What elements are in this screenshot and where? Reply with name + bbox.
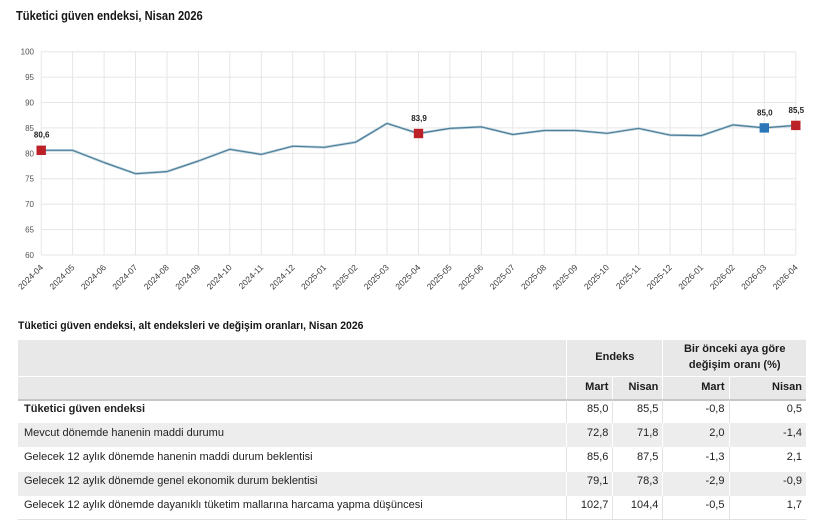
svg-text:75: 75 xyxy=(25,175,34,184)
svg-text:2024-05: 2024-05 xyxy=(47,262,76,291)
svg-text:2024-11: 2024-11 xyxy=(237,262,266,291)
svg-text:2024-12: 2024-12 xyxy=(267,262,296,291)
svg-text:85,0: 85,0 xyxy=(757,108,773,117)
svg-text:2025-03: 2025-03 xyxy=(362,262,391,291)
svg-text:2025-04: 2025-04 xyxy=(393,262,422,291)
svg-text:2024-07: 2024-07 xyxy=(110,262,139,291)
svg-text:60: 60 xyxy=(25,251,34,260)
svg-text:2026-01: 2026-01 xyxy=(676,262,705,291)
svg-text:2024-10: 2024-10 xyxy=(205,262,234,291)
svg-text:80,6: 80,6 xyxy=(34,131,50,140)
svg-text:2025-08: 2025-08 xyxy=(519,262,548,291)
svg-text:2025-11: 2025-11 xyxy=(614,262,643,291)
svg-text:100: 100 xyxy=(21,48,35,57)
svg-text:2025-02: 2025-02 xyxy=(330,262,359,291)
svg-text:2025-12: 2025-12 xyxy=(645,262,674,291)
svg-text:2025-05: 2025-05 xyxy=(425,262,454,291)
svg-text:80: 80 xyxy=(25,149,34,158)
svg-text:2024-09: 2024-09 xyxy=(173,262,202,291)
svg-text:2026-04: 2026-04 xyxy=(771,262,800,291)
svg-text:2024-06: 2024-06 xyxy=(79,262,108,291)
svg-text:83,9: 83,9 xyxy=(411,114,427,123)
svg-text:2025-07: 2025-07 xyxy=(488,262,517,291)
svg-text:2024-04: 2024-04 xyxy=(16,262,45,291)
svg-text:65: 65 xyxy=(25,226,34,235)
svg-text:2025-06: 2025-06 xyxy=(456,262,485,291)
svg-text:70: 70 xyxy=(25,200,34,209)
svg-text:85: 85 xyxy=(25,124,34,133)
svg-text:85,5: 85,5 xyxy=(789,106,805,115)
svg-text:90: 90 xyxy=(25,98,34,107)
svg-text:2024-08: 2024-08 xyxy=(142,262,171,291)
svg-text:2025-09: 2025-09 xyxy=(550,262,579,291)
svg-text:2026-02: 2026-02 xyxy=(708,262,737,291)
svg-text:95: 95 xyxy=(25,73,34,82)
svg-text:2025-01: 2025-01 xyxy=(299,262,328,291)
svg-text:2025-10: 2025-10 xyxy=(582,262,611,291)
svg-text:2026-03: 2026-03 xyxy=(739,262,768,291)
